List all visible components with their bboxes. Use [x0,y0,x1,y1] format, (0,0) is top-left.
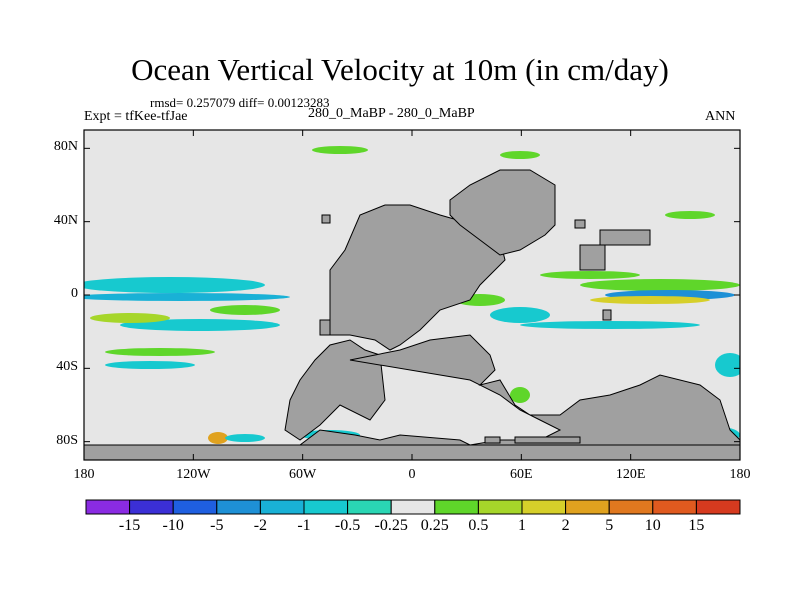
colorbar-swatch [565,499,610,515]
colorbar-label: 15 [688,517,705,534]
colorbar-label: -10 [162,517,184,534]
x-tick-label: 0 [408,467,416,482]
x-tick-label: 60E [510,467,533,482]
colorbar-label: -5 [210,517,224,534]
colorbar-label: 0.25 [420,517,449,534]
y-tick-label: 40S [56,359,78,375]
colorbar-label: -15 [118,517,141,534]
y-tick-label: 80N [53,139,78,155]
y-tick-label: 40N [53,212,78,228]
colorbar-swatch [521,499,567,515]
axis-ticks [83,130,741,460]
colorbar-swatch [303,499,349,515]
colorbar-swatch [652,499,697,515]
colorbar-swatch [216,499,261,515]
chart-subtitle: 280_0_MaBP - 280_0_MaBP [308,106,475,121]
y-tick-label: 80S [56,432,78,448]
colorbar-label: 0.5 [468,517,489,534]
colorbar-swatch [695,499,741,515]
colorbar-swatch [85,499,131,515]
map-field [84,130,740,460]
colorbar-label: 2 [561,517,570,534]
stats-label: rmsd= 0.257079 diff= 0.00123283 [150,95,330,110]
x-tick-label: 180 [73,467,95,482]
colorbar-swatch [129,499,174,515]
velocity-anomalies [84,146,740,444]
chart-title: Ocean Vertical Velocity at 10m (in cm/da… [131,52,669,87]
colorbar-label: -0.25 [374,517,408,534]
colorbar-label: 5 [605,517,614,534]
season-label: ANN [705,109,736,124]
colorbar-label: -0.5 [334,517,361,534]
colorbar-swatch [434,499,479,515]
x-tick-label: 60W [289,467,317,482]
x-tick-label: 180 [729,467,751,482]
colorbar-swatch [608,499,654,515]
colorbar-label: 1 [518,517,526,534]
colorbar-label: -1 [297,517,311,534]
colorbar-label: -2 [253,517,268,534]
x-tick-label: 120E [615,467,646,482]
x-tick-label: 120W [176,467,211,482]
colorbar [85,499,741,515]
colorbar-swatch [477,499,523,515]
colorbar-label: 10 [644,517,661,534]
land-mask [84,169,740,460]
y-tick-label: 0 [71,286,78,301]
colorbar-swatch [172,499,218,515]
colorbar-swatch [259,499,305,515]
colorbar-swatch [347,499,392,515]
experiment-label: Expt = tfKee-tfJae [84,109,188,124]
colorbar-swatch [390,499,436,515]
